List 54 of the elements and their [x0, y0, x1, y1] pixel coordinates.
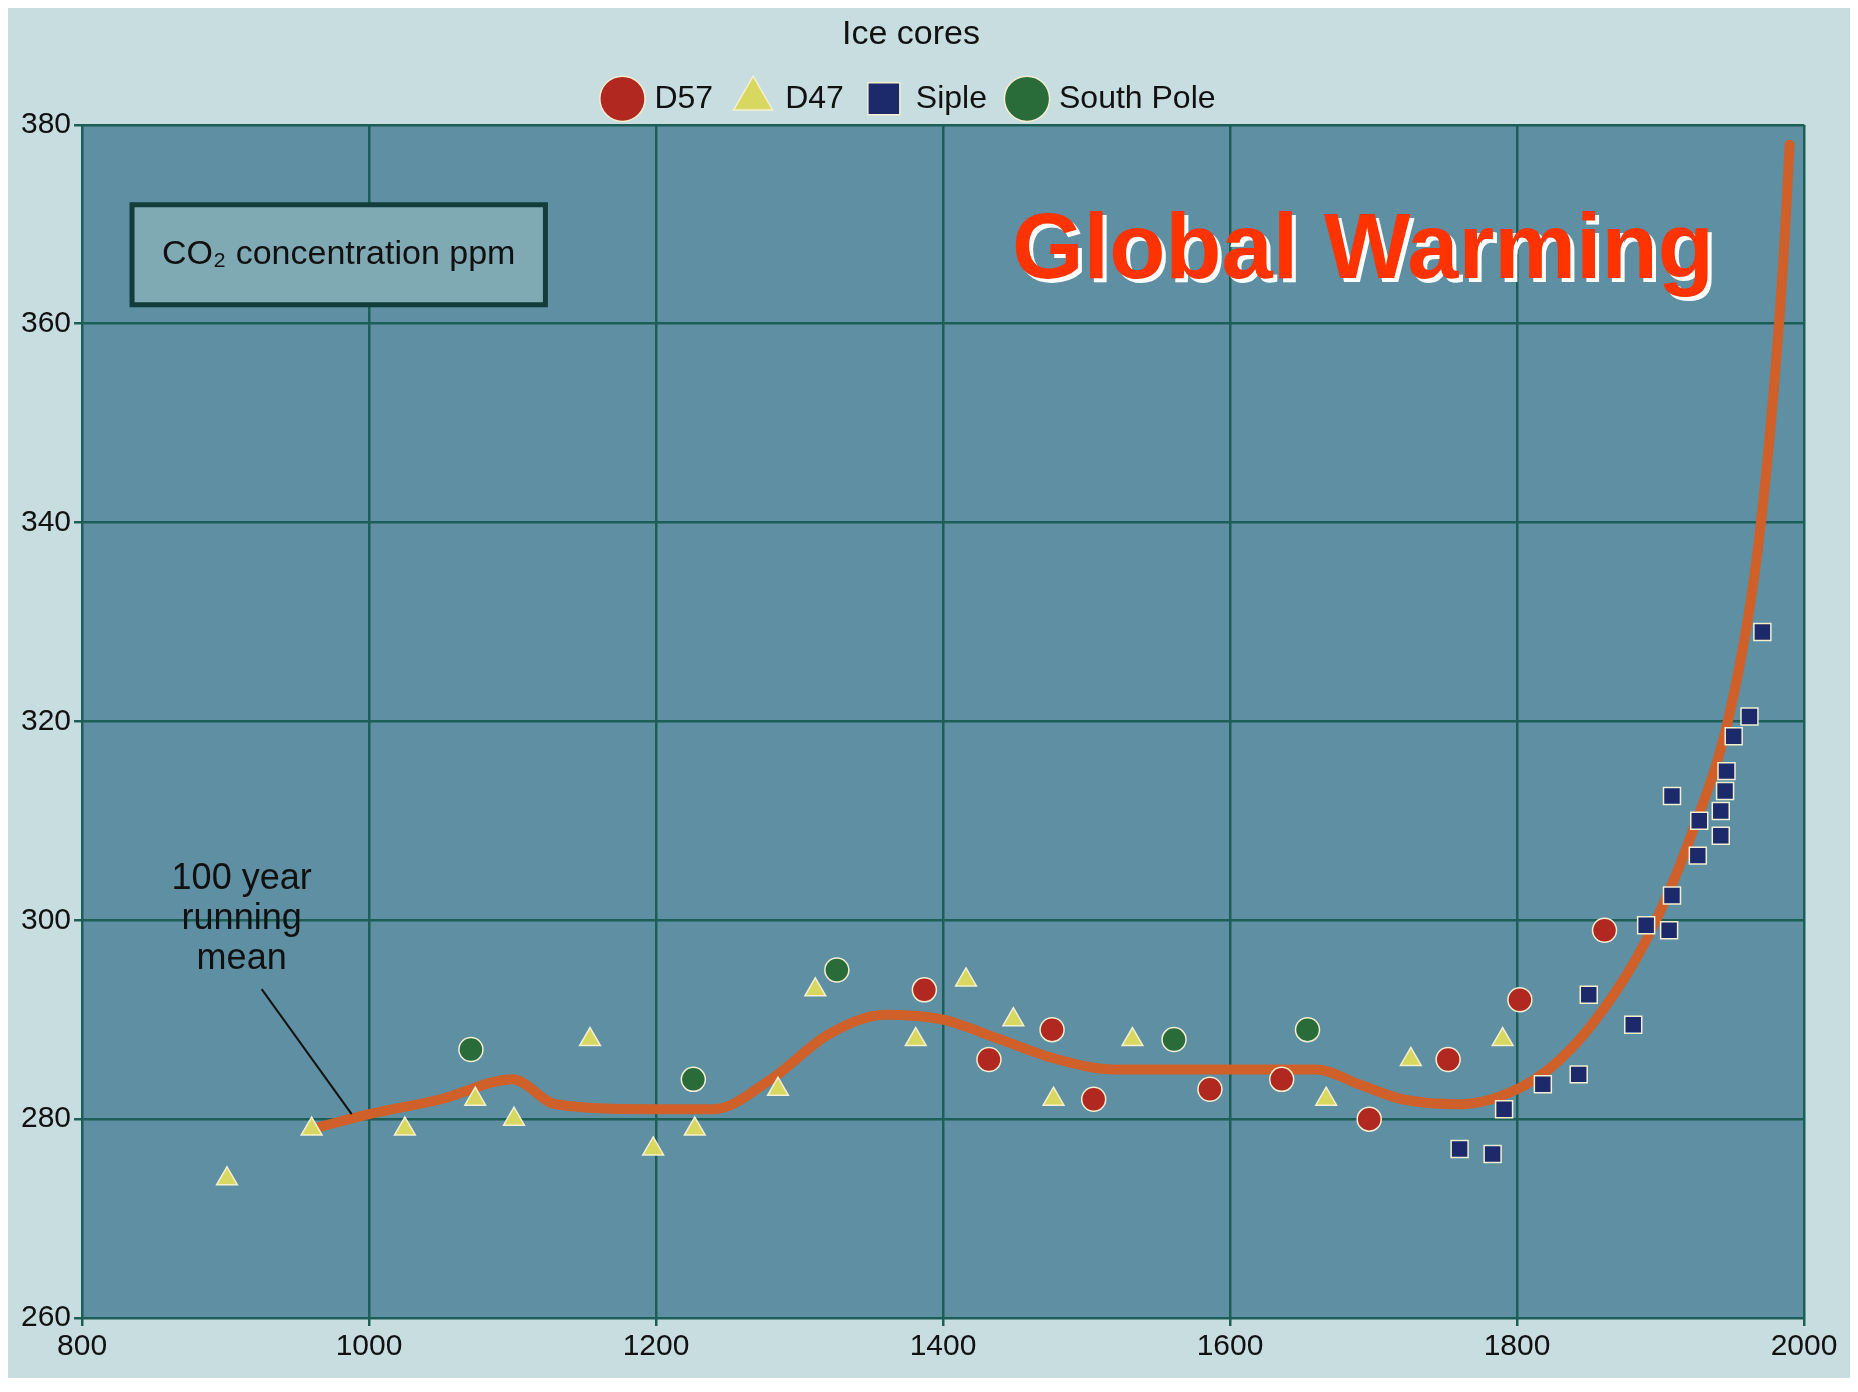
x-tick-label: 1400 — [909, 1328, 977, 1362]
point — [911, 977, 938, 1003]
x-tick-label: 1800 — [1483, 1328, 1551, 1362]
y-axis-title: CO₂ concentration ppm — [162, 233, 516, 272]
point — [458, 1036, 484, 1063]
text: 100 year running mean — [171, 856, 312, 978]
point — [1294, 1016, 1321, 1043]
point — [1659, 920, 1679, 940]
point — [1724, 727, 1743, 746]
point — [1690, 811, 1709, 831]
y-tick-label: 380 — [20, 106, 72, 140]
point — [1579, 985, 1598, 1005]
point — [1715, 781, 1735, 801]
y-tick-label: 340 — [20, 503, 72, 537]
legend-label: Siple — [915, 78, 987, 115]
point — [680, 1066, 707, 1093]
point — [1740, 707, 1759, 726]
point — [1039, 1016, 1065, 1043]
y-tick-label: 280 — [20, 1100, 72, 1134]
legend-label: D57 — [654, 78, 714, 115]
point — [1161, 1026, 1187, 1053]
point — [1662, 886, 1682, 905]
y-tick-label: 360 — [20, 304, 72, 338]
x-tick-label: 1200 — [622, 1328, 690, 1362]
legend-label: South Pole — [1059, 78, 1216, 115]
legend-title: Ice cores — [842, 13, 980, 52]
point — [976, 1046, 1002, 1073]
point — [1711, 801, 1731, 821]
point — [1688, 846, 1708, 865]
point — [1494, 1099, 1514, 1119]
y-tick-label: 320 — [20, 702, 72, 736]
x-tick-label: 1600 — [1196, 1328, 1264, 1362]
point — [1435, 1046, 1461, 1073]
point — [1356, 1106, 1382, 1132]
point — [1483, 1144, 1502, 1164]
x-tick-label: 1000 — [335, 1328, 403, 1362]
point — [1569, 1065, 1588, 1084]
point — [824, 957, 850, 983]
point — [1624, 1015, 1643, 1034]
x-tick-label: 2000 — [1770, 1328, 1838, 1362]
point — [1591, 917, 1618, 943]
point — [1662, 786, 1682, 806]
point — [1450, 1139, 1469, 1159]
point — [1533, 1075, 1553, 1094]
point — [1197, 1076, 1223, 1103]
point — [1636, 916, 1656, 935]
point — [1268, 1066, 1295, 1093]
point — [1507, 987, 1533, 1013]
legend-label: D47 — [785, 78, 844, 115]
point — [1753, 622, 1772, 642]
point — [1717, 761, 1736, 781]
point — [1080, 1086, 1107, 1112]
y-tick-label: 300 — [20, 901, 72, 935]
point — [1711, 826, 1731, 845]
